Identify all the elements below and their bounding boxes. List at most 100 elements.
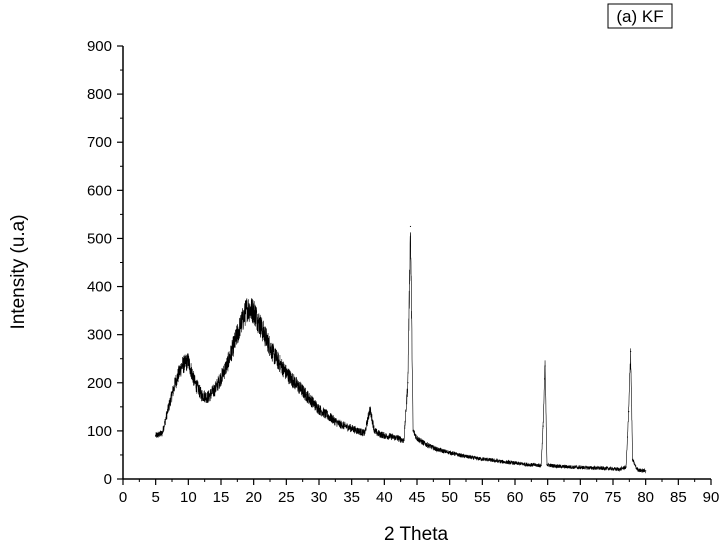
- x-tick-label: 45: [409, 489, 426, 506]
- y-tick-label: 600: [87, 182, 112, 199]
- data-point: [226, 362, 229, 365]
- data-point: [462, 455, 464, 457]
- data-point: [357, 430, 359, 432]
- data-point: [409, 225, 412, 228]
- x-tick-label: 90: [703, 489, 720, 506]
- x-tick-label: 5: [151, 489, 159, 506]
- data-point: [560, 465, 562, 468]
- data-point: [266, 338, 268, 341]
- legend-box: [607, 3, 673, 29]
- data-point: [272, 353, 274, 355]
- data-point: [311, 401, 314, 403]
- data-point: [246, 307, 248, 309]
- data-point: [501, 461, 503, 463]
- data-point: [298, 386, 300, 389]
- x-axis: 0 5 10 15 20 25 30 35 40 45 50 55 60 65 70 75 80 85 90: [119, 478, 720, 506]
- data-point: [645, 470, 647, 472]
- data-point: [181, 365, 183, 367]
- data-point: [579, 466, 581, 469]
- y-axis-title: Intensity (u.a): [8, 214, 29, 329]
- y-tick-label: 700: [87, 134, 112, 151]
- data-point: [194, 382, 196, 384]
- data-point: [540, 464, 542, 467]
- data-point: [422, 442, 425, 444]
- data-point: [488, 459, 490, 461]
- x-tick-label: 25: [278, 489, 295, 506]
- x-tick-label: 65: [539, 489, 556, 506]
- data-point: [285, 372, 287, 374]
- y-tick-label: 400: [87, 279, 112, 296]
- data-point: [628, 411, 630, 413]
- data-point: [305, 394, 307, 396]
- x-axis-title: 2 Theta: [384, 524, 449, 545]
- series-layer: [155, 225, 647, 474]
- data-point: [390, 436, 392, 438]
- data-point: [625, 466, 627, 468]
- y-tick-label: 900: [87, 38, 112, 55]
- y-axis: 0 100 200 300 400 500 600 700 800 900: [87, 38, 124, 488]
- y-tick-label: 0: [104, 471, 112, 488]
- data-point: [174, 382, 176, 384]
- data-point: [364, 432, 366, 434]
- y-tick-label: 200: [87, 375, 112, 392]
- y-tick-label: 500: [87, 230, 112, 247]
- x-tick-label: 50: [441, 489, 458, 506]
- data-point: [279, 362, 281, 365]
- x-tick-label: 0: [119, 489, 127, 506]
- data-point: [635, 467, 638, 470]
- x-tick-label: 75: [605, 489, 622, 506]
- data-point: [351, 427, 353, 430]
- data-point: [377, 432, 379, 434]
- y-tick-label: 300: [87, 327, 112, 344]
- data-point: [253, 310, 255, 312]
- x-tick-label: 40: [376, 489, 393, 506]
- data-point: [155, 435, 157, 437]
- y-ticks: 0 100 200 300 400 500 600 700 800 900: [87, 38, 123, 488]
- data-point: [161, 432, 163, 434]
- data-point: [233, 343, 235, 345]
- data-point: [369, 408, 371, 410]
- data-point: [259, 324, 261, 326]
- y-tick-label: 100: [87, 423, 112, 440]
- data-point: [632, 459, 634, 461]
- data-point: [442, 450, 444, 452]
- data-point: [324, 413, 327, 415]
- data-point: [383, 435, 385, 437]
- data-point: [546, 463, 548, 466]
- data-point: [429, 445, 431, 447]
- data-point: [527, 463, 529, 466]
- data-point: [592, 467, 595, 469]
- y-tick-label: 800: [87, 86, 112, 103]
- x-ticks: 0 5 10 15 20 25 30 35 40 45 50 55 60 65 70 75 80 85 90: [119, 479, 720, 506]
- data-point: [403, 439, 405, 442]
- data-point: [550, 464, 552, 467]
- data-point: [344, 425, 346, 427]
- data-point: [373, 430, 376, 432]
- data-point: [240, 324, 242, 326]
- x-tick-label: 55: [474, 489, 491, 506]
- legend: (a) KF: [607, 3, 673, 29]
- data-point: [542, 425, 544, 427]
- data-point: [475, 457, 477, 459]
- x-tick-label: 20: [245, 489, 262, 506]
- data-point: [407, 382, 409, 384]
- data-point: [168, 406, 170, 408]
- data-point: [449, 451, 451, 454]
- data-point: [638, 469, 640, 471]
- data-point: [514, 462, 516, 464]
- x-tick-label: 70: [572, 489, 589, 506]
- data-point: [187, 360, 189, 362]
- x-tick-label: 10: [180, 489, 197, 506]
- data-point: [544, 365, 546, 367]
- series-line: [155, 232, 646, 474]
- x-tick-label: 35: [343, 489, 360, 506]
- x-tick-label: 15: [213, 489, 230, 506]
- x-tick-label: 30: [311, 489, 328, 506]
- data-point: [396, 437, 398, 439]
- data-point: [318, 408, 320, 410]
- data-point: [220, 377, 222, 379]
- data-point: [630, 350, 632, 353]
- data-point: [338, 423, 340, 425]
- legend-label: (a) KF: [616, 7, 663, 26]
- data-point: [618, 468, 621, 470]
